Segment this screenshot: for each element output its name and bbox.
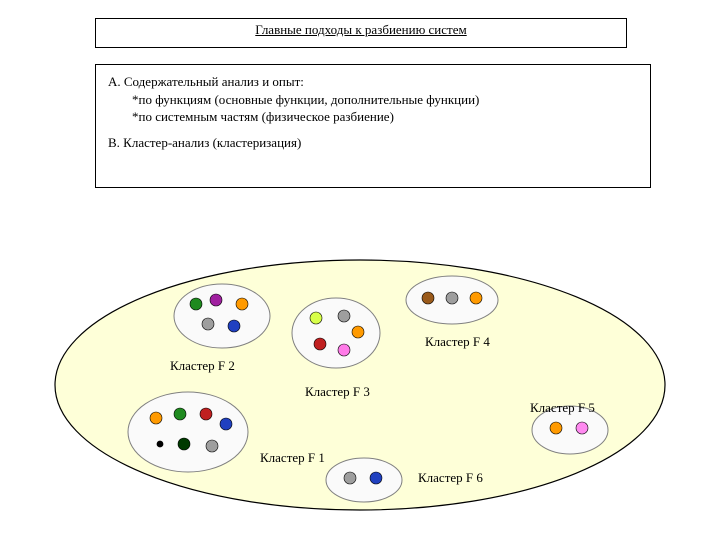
label-f6: Кластер F 6 <box>418 470 483 486</box>
cluster-f6-ellipse <box>326 458 402 502</box>
cluster-f1-dot-4 <box>157 441 163 447</box>
cluster-f3-dot-4 <box>338 344 350 356</box>
cluster-f4-dot-1 <box>446 292 458 304</box>
cluster-f1-dot-3 <box>220 418 232 430</box>
cluster-f2-dot-0 <box>190 298 202 310</box>
cluster-f2-dot-3 <box>202 318 214 330</box>
label-f2: Кластер F 2 <box>170 358 235 374</box>
label-f4: Кластер F 4 <box>425 334 490 350</box>
cluster-f1-dot-0 <box>150 412 162 424</box>
cluster-f3-dot-1 <box>338 310 350 322</box>
cluster-f2-dot-4 <box>228 320 240 332</box>
cluster-f1-dot-5 <box>178 438 190 450</box>
cluster-f1-ellipse <box>128 392 248 472</box>
cluster-f3-ellipse <box>292 298 380 368</box>
label-f5: Кластер F 5 <box>530 400 595 416</box>
cluster-f1-dot-6 <box>206 440 218 452</box>
cluster-f1-dot-2 <box>200 408 212 420</box>
cluster-f6-dot-1 <box>370 472 382 484</box>
cluster-f4-dot-0 <box>422 292 434 304</box>
cluster-f3-dot-3 <box>314 338 326 350</box>
cluster-f2-dot-1 <box>210 294 222 306</box>
cluster-f5-dot-0 <box>550 422 562 434</box>
cluster-f4-dot-2 <box>470 292 482 304</box>
cluster-f2-dot-2 <box>236 298 248 310</box>
cluster-f3-dot-2 <box>352 326 364 338</box>
label-f1: Кластер F 1 <box>260 450 325 466</box>
label-f3: Кластер F 3 <box>305 384 370 400</box>
cluster-f2-ellipse <box>174 284 270 348</box>
cluster-f3-dot-0 <box>310 312 322 324</box>
cluster-f5-dot-1 <box>576 422 588 434</box>
cluster-f6-dot-0 <box>344 472 356 484</box>
cluster-diagram <box>0 0 720 540</box>
cluster-f1-dot-1 <box>174 408 186 420</box>
